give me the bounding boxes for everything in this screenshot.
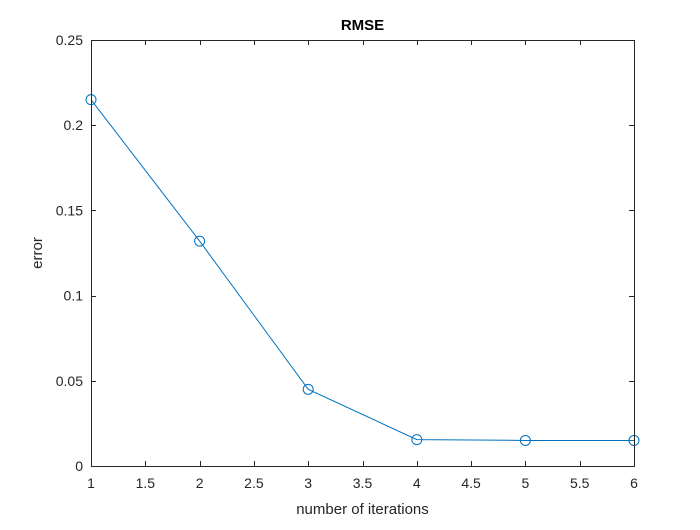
y-tick-label: 0.1 bbox=[64, 288, 84, 304]
x-tick-label: 4 bbox=[413, 475, 421, 491]
series-line bbox=[90, 99, 634, 441]
data-point-marker bbox=[411, 434, 423, 446]
data-point-marker bbox=[519, 434, 531, 446]
x-tick-label: 2.5 bbox=[244, 475, 264, 491]
data-point-marker bbox=[194, 235, 206, 247]
ticks-layer: 1 1.5 2 2.5 3 3.5 4 4.5 5 5.5 6 0 0.05 0.1 0.15 0.2 0.25 bbox=[56, 32, 638, 491]
x-tick-label: 1.5 bbox=[136, 475, 156, 491]
y-tick-label: 0 bbox=[75, 458, 83, 474]
x-tick-label: 1 bbox=[87, 475, 95, 491]
data-point-marker bbox=[302, 383, 314, 395]
y-tick-label: 0.25 bbox=[56, 32, 83, 48]
y-tick-label: 0.05 bbox=[56, 373, 83, 389]
y-axis-label: error bbox=[29, 237, 46, 269]
x-tick-label: 5.5 bbox=[570, 475, 590, 491]
x-tick-label: 6 bbox=[630, 475, 638, 491]
chart-title: RMSE bbox=[341, 17, 384, 34]
x-tick-label: 5 bbox=[522, 475, 530, 491]
y-tick-label: 0.2 bbox=[64, 117, 84, 133]
axes-box bbox=[91, 40, 635, 467]
x-tick-label: 4.5 bbox=[461, 475, 481, 491]
plot-area bbox=[91, 40, 634, 466]
x-tick-label: 2 bbox=[196, 475, 204, 491]
x-axis-label: number of iterations bbox=[296, 501, 429, 518]
x-tick-label: 3.5 bbox=[353, 475, 373, 491]
y-tick-label: 0.15 bbox=[56, 202, 83, 218]
x-tick-label: 3 bbox=[304, 475, 312, 491]
